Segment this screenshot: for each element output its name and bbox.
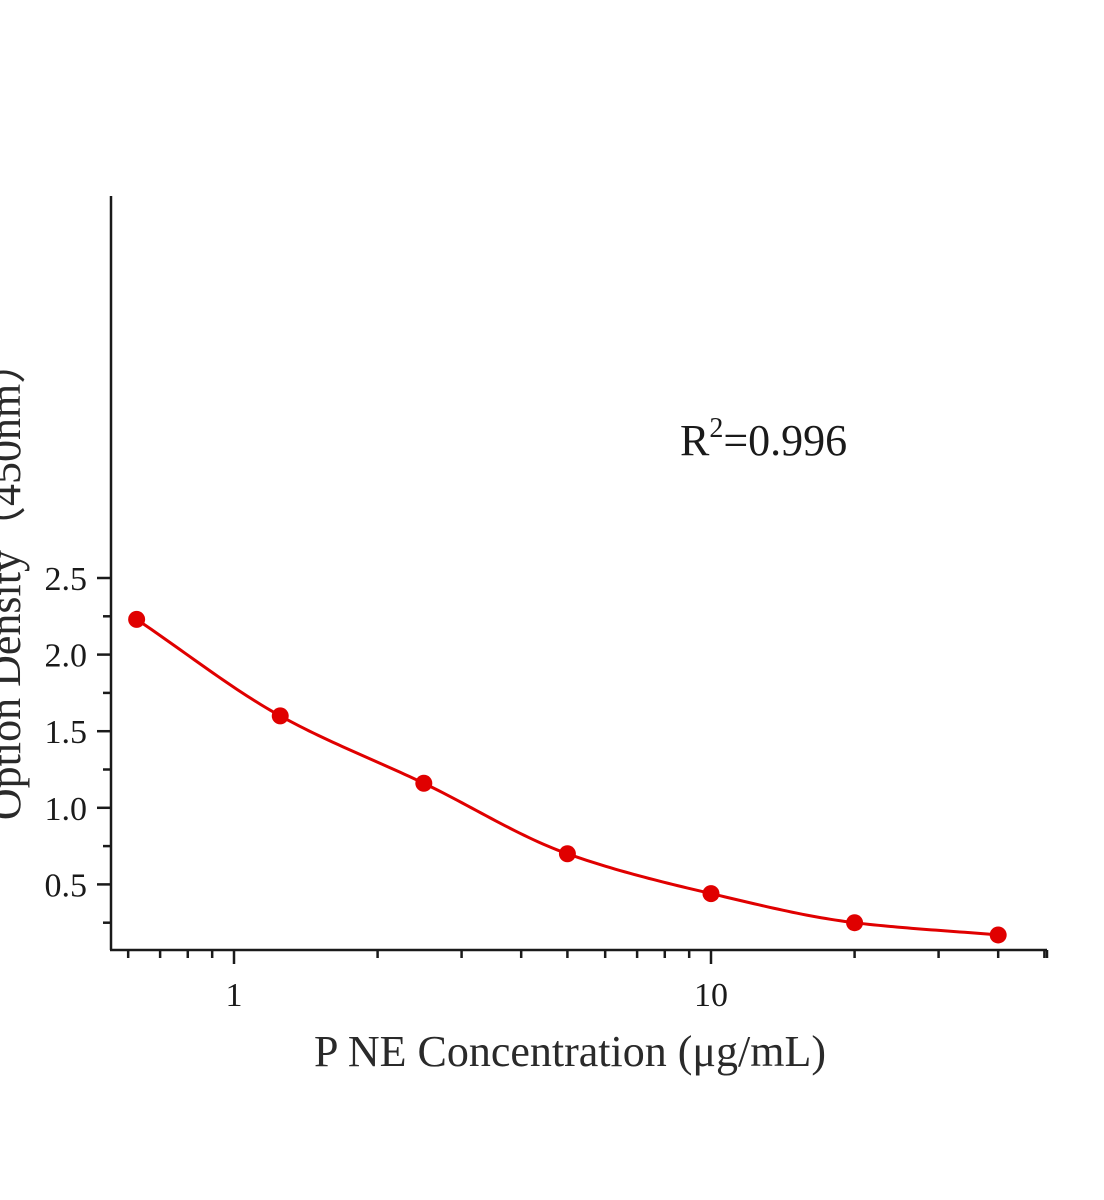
x-ticks: 1 10	[126, 950, 1049, 1014]
data-point	[415, 774, 433, 792]
x-tick-label: 10	[694, 977, 728, 1014]
data-point	[702, 885, 720, 903]
r-squared-annotation: R2=0.996	[680, 413, 847, 465]
data-point	[846, 914, 864, 932]
axes	[109, 196, 1047, 952]
data-point	[989, 926, 1007, 944]
y-tick-label: 1.0	[45, 791, 88, 828]
x-tick-label: 1	[226, 977, 243, 1014]
data-point	[271, 707, 289, 725]
y-tick-label: 2.0	[45, 638, 88, 675]
y-tick-label: 0.5	[45, 867, 88, 904]
r-squared-base: R	[680, 416, 710, 465]
y-ticks: 0.5 1.0 1.5 2.0 2.5	[45, 561, 111, 924]
data-points	[128, 610, 1007, 944]
data-point	[558, 845, 576, 863]
y-axis-title: Option Density（450nm）	[0, 340, 30, 820]
fit-curve	[135, 618, 999, 937]
x-axis-title: P NE Concentration (μg/mL)	[314, 1027, 826, 1076]
y-tick-label: 2.5	[45, 561, 88, 598]
r-squared-value: =0.996	[723, 416, 847, 465]
data-point	[128, 610, 146, 628]
r-squared-superscript: 2	[709, 413, 723, 444]
y-tick-label: 1.5	[45, 714, 88, 751]
